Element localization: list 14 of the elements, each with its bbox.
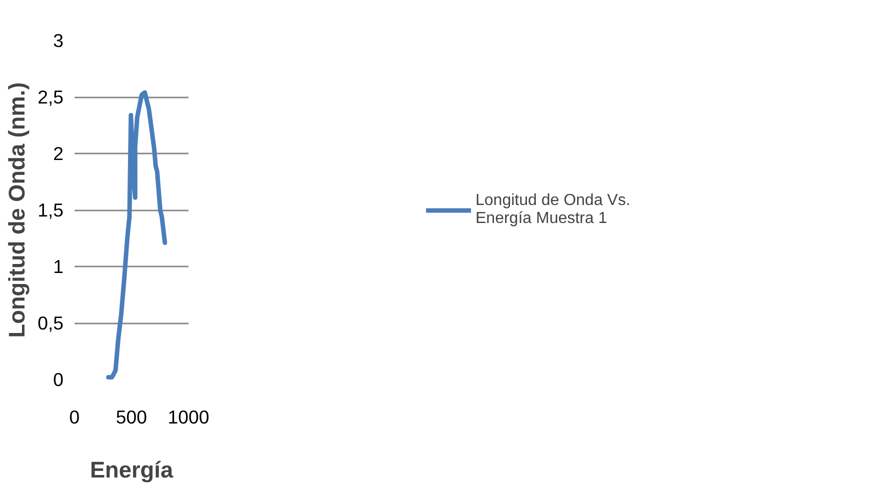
line-series [106, 90, 168, 380]
y-axis-title: Longitud de Onda (nm.) [4, 82, 30, 338]
y-tick-label: 1,5 [38, 200, 64, 220]
x-axis-title: Energía [90, 456, 174, 482]
y-tick-label: 0 [53, 369, 64, 390]
legend-label: Longitud de Onda Vs. Energía Muestra 1 [476, 192, 632, 228]
y-tick-label: 3 [53, 30, 64, 51]
x-tick-label: 500 [116, 406, 148, 428]
y-tick-label: 2 [53, 143, 64, 164]
y-tick-label: 2,5 [38, 86, 64, 108]
x-tick-label: 1000 [168, 406, 210, 428]
x-tick-label: 0 [69, 406, 80, 428]
y-tick-label: 0,5 [38, 312, 64, 334]
y-tick-label: 1 [53, 256, 64, 277]
